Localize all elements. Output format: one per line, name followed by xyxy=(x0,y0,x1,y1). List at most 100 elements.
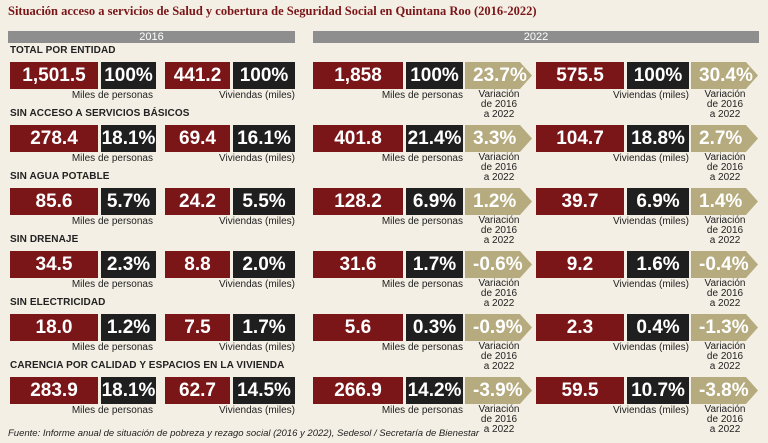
viviendas-label: Viviendas (miles) xyxy=(219,153,295,164)
value-box: 283.9 xyxy=(10,377,98,404)
viviendas-label: Viviendas (miles) xyxy=(613,153,689,164)
variation-arrow: -3.9% xyxy=(465,377,532,404)
value-box: 2.3 xyxy=(536,314,624,341)
variation-arrow: 1.2% xyxy=(465,188,532,215)
value-box: 8.8 xyxy=(165,251,230,278)
variation-arrow: 2.7% xyxy=(691,125,758,152)
variation-arrow: 1.4% xyxy=(691,188,758,215)
value-box: 441.2 xyxy=(165,62,230,89)
value-box: 9.2 xyxy=(536,251,624,278)
variation-arrow: -0.4% xyxy=(691,251,758,278)
percent-box: 100% xyxy=(101,62,156,89)
percent-box: 2.0% xyxy=(233,251,295,278)
value-box: 5.6 xyxy=(313,314,403,341)
personas-label: Miles de personas xyxy=(381,405,463,416)
value-box: 278.4 xyxy=(10,125,98,152)
percent-box: 100% xyxy=(233,62,295,89)
personas-label: Miles de personas xyxy=(381,279,463,290)
percent-box: 6.9% xyxy=(627,188,689,215)
variation-arrow: -1.3% xyxy=(691,314,758,341)
value-box: 18.0 xyxy=(10,314,98,341)
value-box: 1,501.5 xyxy=(10,62,98,89)
viviendas-label: Viviendas (miles) xyxy=(613,342,689,353)
variation-label: Variación de 2016 a 2022 xyxy=(478,278,520,309)
percent-box: 16.1% xyxy=(233,125,295,152)
percent-box: 1.2% xyxy=(101,314,156,341)
percent-box: 5.7% xyxy=(101,188,156,215)
value-box: 1,858 xyxy=(313,62,403,89)
variation-label: Variación de 2016 a 2022 xyxy=(478,89,520,120)
value-box: 62.7 xyxy=(165,377,230,404)
personas-label: Miles de personas xyxy=(71,153,153,164)
viviendas-label: Viviendas (miles) xyxy=(613,90,689,101)
variation-label: Variación de 2016 a 2022 xyxy=(478,152,520,183)
personas-label: Miles de personas xyxy=(71,90,153,101)
viviendas-label: Viviendas (miles) xyxy=(219,279,295,290)
personas-label: Miles de personas xyxy=(381,153,463,164)
percent-box: 100% xyxy=(627,62,689,89)
percent-box: 100% xyxy=(406,62,463,89)
personas-label: Miles de personas xyxy=(381,90,463,101)
personas-label: Miles de personas xyxy=(71,405,153,416)
percent-box: 18.8% xyxy=(627,125,689,152)
value-box: 104.7 xyxy=(536,125,624,152)
percent-box: 2.3% xyxy=(101,251,156,278)
variation-label: Variación de 2016 a 2022 xyxy=(478,215,520,246)
variation-label: Variación de 2016 a 2022 xyxy=(704,89,746,120)
value-box: 31.6 xyxy=(313,251,403,278)
section-label: TOTAL POR ENTIDAD xyxy=(10,45,116,56)
percent-box: 0.3% xyxy=(406,314,463,341)
source-note: Fuente: Informe anual de situación de po… xyxy=(8,428,480,439)
personas-label: Miles de personas xyxy=(71,342,153,353)
percent-box: 6.9% xyxy=(406,188,463,215)
viviendas-label: Viviendas (miles) xyxy=(219,405,295,416)
percent-box: 1.7% xyxy=(406,251,463,278)
percent-box: 21.4% xyxy=(406,125,463,152)
percent-box: 14.2% xyxy=(406,377,463,404)
value-box: 39.7 xyxy=(536,188,624,215)
value-box: 401.8 xyxy=(313,125,403,152)
percent-box: 14.5% xyxy=(233,377,295,404)
variation-arrow: 30.4% xyxy=(691,62,758,89)
year-bar-2016: 2016 xyxy=(8,31,295,43)
value-box: 128.2 xyxy=(313,188,403,215)
value-box: 34.5 xyxy=(10,251,98,278)
percent-box: 18.1% xyxy=(101,377,156,404)
value-box: 7.5 xyxy=(165,314,230,341)
chart-title: Situación acceso a servicios de Salud y … xyxy=(8,4,537,18)
viviendas-label: Viviendas (miles) xyxy=(613,216,689,227)
viviendas-label: Viviendas (miles) xyxy=(219,216,295,227)
section-label: SIN ELECTRICIDAD xyxy=(10,297,106,308)
section-label: SIN ACCESO A SERVICIOS BÁSICOS xyxy=(10,108,190,119)
viviendas-label: Viviendas (miles) xyxy=(219,342,295,353)
value-box: 59.5 xyxy=(536,377,624,404)
value-box: 575.5 xyxy=(536,62,624,89)
variation-label: Variación de 2016 a 2022 xyxy=(704,404,746,435)
variation-label: Variación de 2016 a 2022 xyxy=(704,152,746,183)
variation-label: Variación de 2016 a 2022 xyxy=(704,278,746,309)
year-bar-2022: 2022 xyxy=(313,31,759,43)
variation-arrow: 3.3% xyxy=(465,125,532,152)
variation-arrow: -0.6% xyxy=(465,251,532,278)
percent-box: 5.5% xyxy=(233,188,295,215)
viviendas-label: Viviendas (miles) xyxy=(219,90,295,101)
section-label: SIN AGUA POTABLE xyxy=(10,171,110,182)
percent-box: 18.1% xyxy=(101,125,156,152)
variation-label: Variación de 2016 a 2022 xyxy=(478,404,520,435)
percent-box: 1.7% xyxy=(233,314,295,341)
value-box: 24.2 xyxy=(165,188,230,215)
personas-label: Miles de personas xyxy=(71,216,153,227)
viviendas-label: Viviendas (miles) xyxy=(613,405,689,416)
personas-label: Miles de personas xyxy=(381,342,463,353)
variation-arrow: -0.9% xyxy=(465,314,532,341)
percent-box: 1.6% xyxy=(627,251,689,278)
percent-box: 0.4% xyxy=(627,314,689,341)
variation-arrow: -3.8% xyxy=(691,377,758,404)
variation-arrow: 23.7% xyxy=(465,62,532,89)
variation-label: Variación de 2016 a 2022 xyxy=(704,215,746,246)
value-box: 266.9 xyxy=(313,377,403,404)
value-box: 85.6 xyxy=(10,188,98,215)
value-box: 69.4 xyxy=(165,125,230,152)
percent-box: 10.7% xyxy=(627,377,689,404)
personas-label: Miles de personas xyxy=(381,216,463,227)
